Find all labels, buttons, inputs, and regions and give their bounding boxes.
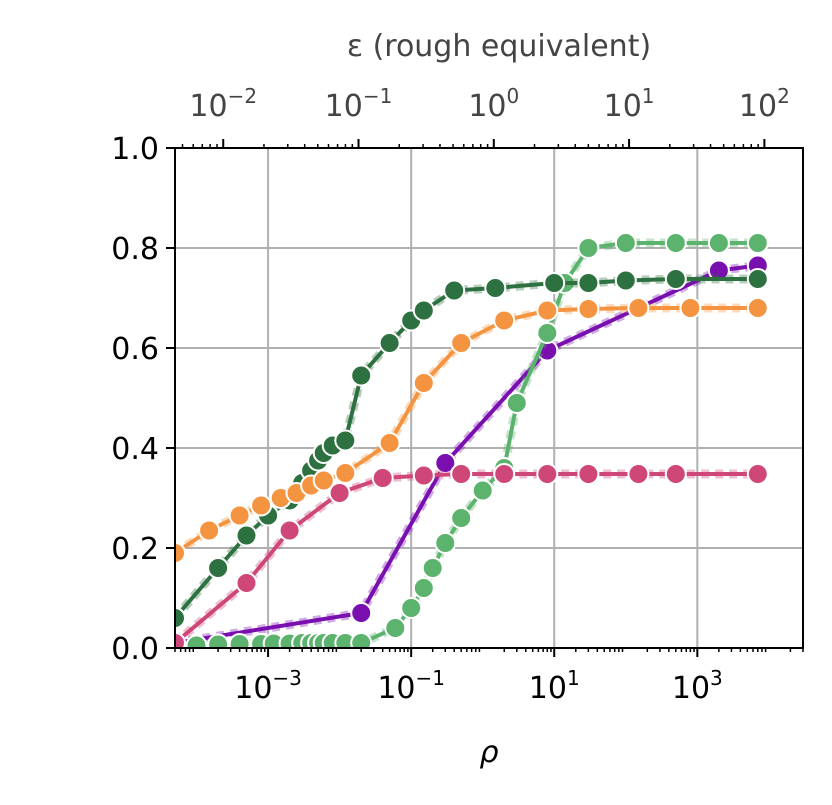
series-1-point: [421, 557, 444, 579]
series-1-point: [350, 632, 373, 648]
series-4: [175, 463, 769, 648]
series-1-point: [207, 633, 230, 648]
series-1-point: [614, 232, 637, 254]
series-3-point: [679, 297, 702, 319]
series-1-band: [175, 238, 758, 648]
series-1-point: [228, 633, 251, 648]
series-1-point: [536, 322, 559, 344]
y-tick-label: 0.0: [111, 632, 159, 667]
series-1-point: [707, 232, 730, 254]
x-tick-label: 10−1: [377, 666, 445, 706]
y-tick-label: 0.2: [111, 532, 159, 567]
series-1-point: [664, 232, 687, 254]
series-1-point: [400, 597, 423, 619]
series-4-point: [536, 463, 559, 485]
series-3-point: [577, 298, 600, 320]
series-3: [175, 297, 769, 564]
series-layer: [175, 232, 769, 648]
top-axis: 10−2 10−1 100 101 102: [181, 84, 790, 148]
series-1-point: [505, 392, 528, 414]
series-1-point: [577, 237, 600, 259]
series-2-point: [207, 557, 230, 579]
series-3-point: [198, 519, 221, 542]
series-1-point: [450, 507, 473, 529]
series-4-point: [175, 632, 186, 648]
series-3-point: [412, 372, 435, 394]
series-2-point: [334, 429, 357, 452]
top-tick-label: 102: [739, 84, 790, 124]
series-2-point: [577, 272, 600, 294]
series-3-point: [334, 462, 357, 484]
series-0-line: [175, 263, 759, 645]
series-4-point: [412, 464, 435, 487]
series-3-point: [493, 309, 516, 332]
series-4-point: [746, 463, 769, 485]
series-0-point: [350, 602, 373, 624]
x-axis-label: ρ: [479, 735, 498, 770]
series-2-point: [543, 272, 566, 294]
y-tick-label: 0.8: [111, 232, 159, 267]
grid-lines: [175, 147, 803, 649]
top-tick-label: 10−1: [325, 84, 393, 124]
series-4-point: [450, 463, 473, 485]
left-axis: 0.0 0.2 0.4 0.6 0.8 1.0: [111, 132, 175, 667]
series-1: [175, 232, 769, 648]
top-tick-label: 100: [468, 84, 519, 124]
series-4-point: [577, 463, 600, 485]
series-2-point: [484, 277, 507, 299]
x-tick-label: 101: [529, 666, 580, 706]
series-3-point: [536, 299, 559, 322]
series-1-point: [746, 232, 769, 254]
series-4-point: [627, 463, 650, 485]
series-3-point: [450, 332, 473, 354]
series-4-point: [328, 482, 351, 504]
series-2-point: [412, 299, 435, 322]
series-2-point: [746, 268, 769, 290]
series-4-point: [493, 463, 516, 485]
series-4-point: [235, 572, 258, 594]
series-2-point: [378, 332, 401, 354]
x-tick-label: 103: [672, 666, 723, 706]
y-tick-label: 0.4: [111, 432, 159, 467]
series-0-band: [175, 261, 759, 648]
top-tick-label: 10−2: [189, 84, 257, 124]
series-3-point: [175, 542, 186, 564]
series-4-point: [278, 519, 301, 542]
series-3-point: [312, 469, 335, 492]
series-2-point: [175, 607, 186, 629]
series-1-point: [412, 577, 435, 599]
series-4-point: [371, 467, 394, 489]
series-1-point: [185, 634, 208, 648]
bottom-axis: 10−3 10−1 101 103: [174, 648, 804, 706]
series-3-point: [627, 297, 650, 319]
y-tick-label: 1.0: [111, 132, 159, 167]
plot-frame: [174, 147, 804, 649]
top-axis-label: ε (rough equivalent): [347, 29, 651, 64]
series-1-line: [175, 241, 758, 648]
y-tick-label: 0.6: [111, 332, 159, 367]
x-tick-label: 10−3: [234, 666, 302, 706]
series-3-point: [378, 432, 401, 454]
series-2-point: [235, 524, 258, 547]
series-2-point: [443, 279, 466, 302]
series-2-point: [350, 364, 373, 387]
top-tick-label: 101: [604, 84, 655, 124]
series-2-point: [664, 268, 687, 290]
series-4-point: [664, 463, 687, 485]
series-3-point: [228, 504, 251, 527]
series-0: [175, 254, 769, 648]
series-1-point: [384, 617, 407, 639]
series-2-point: [614, 269, 637, 292]
series-1-point: [471, 479, 494, 502]
series-3-point: [250, 494, 273, 517]
series-1-point: [434, 532, 457, 554]
series-3-point: [746, 297, 769, 319]
